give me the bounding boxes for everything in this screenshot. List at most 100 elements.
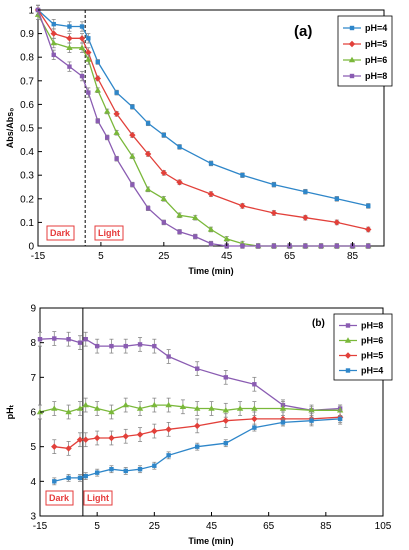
data-point-ph-5	[93, 434, 101, 442]
data-point-ph-6	[194, 405, 201, 411]
dark-region-label: Dark	[50, 228, 71, 238]
data-point-ph-4	[109, 467, 114, 472]
data-point-ph-8	[77, 340, 83, 345]
legend: pH=8 pH=6 pH=5 pH=4	[333, 313, 393, 381]
series-ph-8	[35, 4, 371, 249]
x-axis-title: Time (min)	[188, 266, 233, 276]
axes: 0 0.1 0.2 0.3 0.4 0.5 0.6 0.7 0.8 0.9 1 -15 5 25 45 65 8…	[20, 6, 358, 263]
plot-area-border	[37, 9, 385, 247]
y-tick-label: 0.1	[20, 218, 34, 229]
plot-marks	[36, 308, 344, 516]
data-point-ph-8	[37, 337, 43, 342]
data-point-ph-8	[208, 241, 214, 246]
data-point-ph-6	[93, 405, 101, 411]
data-point-ph-8	[66, 337, 71, 342]
data-point-ph-8	[152, 343, 157, 349]
data-point-ph-4	[130, 104, 135, 109]
data-point-ph-5	[365, 226, 372, 233]
region-label-box	[45, 490, 74, 506]
data-point-ph-6	[308, 407, 315, 413]
data-point-ph-4	[67, 24, 72, 29]
data-point-ph-5	[82, 436, 89, 443]
data-point-ph-4	[337, 416, 343, 422]
plot-marks	[34, 4, 372, 249]
y-tick-label: 0.5	[20, 124, 34, 135]
legend-label-ph-4: pH=4	[361, 366, 383, 376]
region-label-box	[46, 225, 75, 241]
data-point-ph-4	[94, 470, 100, 475]
data-point-ph-8	[366, 243, 371, 249]
data-point-ph-6	[179, 403, 187, 409]
y-tick-label: 5	[30, 442, 36, 453]
data-point-ph-4	[51, 21, 56, 27]
data-point-ph-5	[129, 131, 136, 139]
data-point-ph-4	[223, 441, 228, 446]
abs-ratio-chart: (a) pH=4pH=5pH=6pH=8 Dark Light 00.10.20…	[5, 4, 393, 276]
data-point-ph-5	[207, 190, 215, 198]
y-tick-label: 6	[30, 408, 36, 419]
series-ph-5	[34, 4, 372, 233]
y-tick-label: 0.9	[20, 29, 34, 40]
data-point-ph-6	[251, 405, 258, 411]
data-point-ph-6	[136, 405, 144, 411]
data-point-ph-6	[222, 407, 229, 413]
data-point-ph-6	[108, 408, 115, 415]
data-point-ph-8	[105, 135, 110, 140]
x-tick-label: 65	[263, 521, 275, 532]
x-tick-label: 85	[320, 521, 332, 532]
series-ph-8	[37, 331, 343, 415]
legend-marker-ph-5	[348, 40, 356, 48]
data-point-ph-8	[95, 118, 100, 124]
data-point-ph-8	[109, 343, 114, 349]
data-point-ph-5	[50, 30, 57, 37]
series-line-ph-8	[37, 9, 369, 247]
data-point-ph-8	[114, 156, 119, 161]
legend-marker-ph-8	[345, 323, 351, 328]
data-point-ph-8	[193, 234, 198, 239]
y-tick-label: 0.2	[20, 194, 34, 205]
data-point-ph-8	[240, 243, 245, 249]
data-point-ph-8	[52, 336, 57, 341]
x-tick-label: 45	[221, 251, 233, 262]
legend-label-ph-5: pH=5	[361, 351, 383, 361]
data-point-ph-5	[302, 214, 309, 221]
data-point-ph-8	[145, 206, 151, 211]
data-point-ph-8	[86, 90, 91, 95]
y-tick-label: 3	[30, 512, 36, 523]
x-tick-label: 25	[158, 251, 170, 262]
data-point-ph-4	[123, 468, 128, 474]
y-tick-label: 0.4	[20, 147, 34, 158]
data-point-ph-6	[78, 44, 86, 50]
data-point-ph-4	[177, 144, 182, 150]
data-point-ph-8	[255, 243, 261, 249]
data-point-ph-4	[334, 196, 340, 201]
light-region-label: Light	[87, 493, 109, 503]
y-tick-label: 0	[28, 242, 34, 253]
data-point-ph-4	[309, 418, 314, 423]
data-point-ph-8	[318, 243, 324, 249]
panel-label: (a)	[294, 23, 312, 40]
x-tick-label: 45	[206, 521, 218, 532]
legend-label-ph-8: pH=8	[365, 71, 387, 81]
data-point-ph-6	[122, 401, 129, 408]
data-point-ph-6	[176, 212, 183, 218]
y-axis-title: Abs/Abs₀	[5, 108, 15, 149]
data-point-ph-6	[129, 153, 136, 159]
series-ph-4	[35, 4, 371, 209]
x-tick-label: 85	[347, 251, 359, 262]
data-point-ph-5	[65, 445, 72, 452]
data-point-ph-6	[192, 214, 199, 220]
data-point-ph-8	[67, 64, 72, 69]
data-point-ph-4	[52, 479, 57, 484]
data-point-ph-8	[195, 366, 200, 371]
data-point-ph-4	[137, 467, 143, 472]
legend-marker-ph-6	[344, 337, 352, 343]
data-point-ph-5	[333, 219, 341, 226]
data-point-ph-5	[176, 179, 183, 186]
data-point-ph-4	[86, 36, 91, 41]
x-tick-label: 5	[98, 251, 104, 262]
y-tick-label: 0.3	[20, 171, 34, 182]
data-point-ph-5	[151, 427, 158, 435]
data-point-ph-4	[366, 203, 371, 209]
region-label-box	[83, 490, 113, 506]
